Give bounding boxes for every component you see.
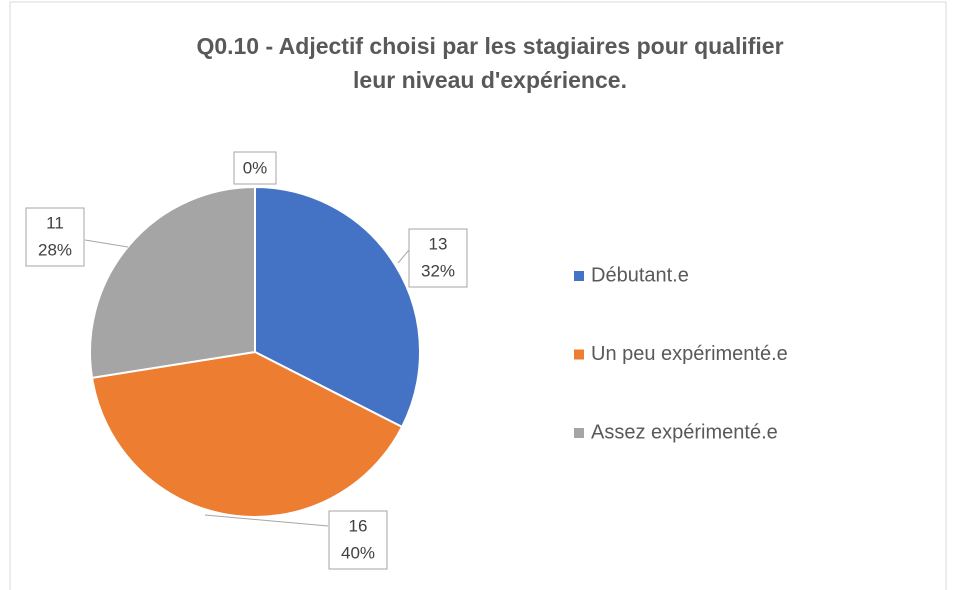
pie-slice [254,185,421,429]
pie-slice [89,185,256,379]
legend-swatch [574,271,584,281]
pie-slice [90,350,404,518]
leader-line [204,514,329,527]
data-label-percent: 28% [38,240,72,259]
legend-label: Assez expérimenté.e [591,421,778,443]
legend-label: Débutant.e [591,264,689,286]
data-label-count: 16 [349,516,368,535]
chart-title: leur niveau d'expérience. [353,67,627,93]
legend-swatch [574,428,584,438]
data-label-box [408,228,468,288]
data-label-percent: 40% [341,543,375,562]
chart-title: Q0.10 - Adjectif choisi par les stagiair… [196,33,783,59]
data-label-box [25,207,85,267]
data-label-count: 13 [429,234,448,253]
legend-label: Un peu expérimenté.e [591,343,788,365]
data-label-percent: 32% [421,261,455,280]
leader-line [84,239,129,248]
leader-line [397,249,410,264]
data-label-percent: 0% [243,158,268,177]
data-label-count: 11 [46,213,64,232]
legend-swatch [574,349,584,360]
data-label-box [328,510,388,570]
data-label-box [233,151,277,185]
